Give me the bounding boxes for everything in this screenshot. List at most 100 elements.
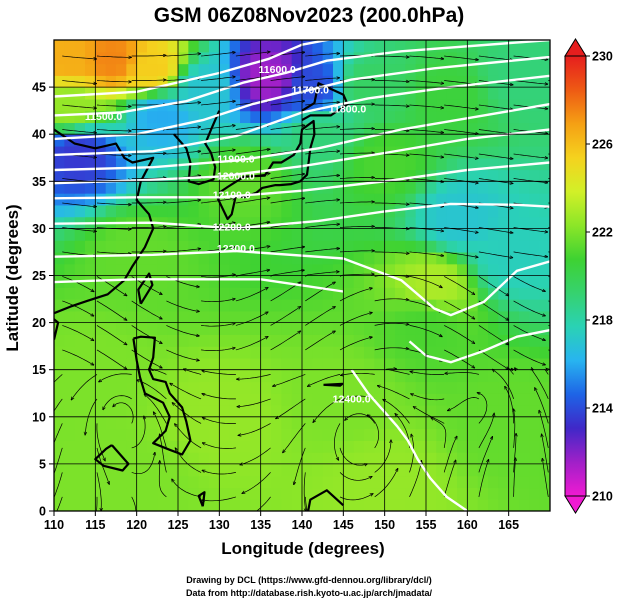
- field-cell: [457, 75, 468, 88]
- field-cell: [188, 287, 200, 300]
- field-cell: [240, 63, 251, 76]
- field-cell: [498, 499, 510, 511]
- field-cell: [477, 310, 489, 324]
- field-cell: [415, 334, 427, 347]
- field-cell: [240, 204, 251, 218]
- field-cell: [250, 334, 262, 347]
- field-cell: [353, 357, 365, 371]
- field-cell: [219, 240, 231, 253]
- field-cell: [219, 416, 231, 430]
- field-cell: [446, 322, 458, 335]
- field-cell: [157, 452, 169, 465]
- field-cell: [302, 181, 313, 194]
- field-cell: [95, 181, 107, 194]
- streamline: [305, 175, 339, 179]
- field-cell: [167, 40, 179, 53]
- field-cell: [364, 63, 375, 76]
- field-cell: [477, 475, 489, 489]
- field-cell: [343, 122, 355, 135]
- field-cell: [250, 110, 262, 124]
- field-cell: [312, 63, 324, 76]
- field-cell: [250, 204, 262, 218]
- field-cell: [260, 322, 272, 335]
- field-cell: [353, 145, 365, 159]
- field-cell: [426, 287, 437, 300]
- field-cell: [529, 228, 541, 241]
- field-cell: [395, 228, 406, 241]
- field-cell: [446, 122, 458, 135]
- x-tick-label: 160: [457, 518, 478, 532]
- field-cell: [116, 416, 127, 430]
- field-cell: [519, 299, 530, 312]
- streamline: [113, 402, 134, 424]
- field-cell: [178, 346, 189, 359]
- field-cell: [188, 87, 200, 100]
- field-cell: [405, 157, 417, 171]
- field-cell: [271, 51, 282, 65]
- streamline: [237, 374, 271, 379]
- field-cell: [126, 475, 138, 489]
- streamline: [444, 104, 478, 109]
- field-cell: [291, 169, 303, 182]
- field-cell: [436, 369, 448, 383]
- field-cell: [260, 428, 272, 441]
- field-cell: [126, 193, 138, 206]
- field-cell: [519, 110, 530, 124]
- field-cell: [312, 428, 324, 441]
- field-cell: [209, 75, 220, 88]
- field-cell: [167, 251, 179, 265]
- field-cell: [333, 381, 344, 394]
- field-cell: [436, 98, 448, 112]
- field-cell: [271, 416, 282, 430]
- contour-label: 11600.0: [259, 64, 297, 76]
- field-cell: [136, 51, 148, 65]
- field-cell: [105, 475, 117, 489]
- field-cell: [322, 346, 334, 359]
- field-cell: [415, 181, 427, 194]
- field-cell: [281, 475, 293, 489]
- field-cell: [529, 369, 541, 383]
- field-cell: [539, 193, 550, 206]
- field-cell: [477, 122, 489, 135]
- field-cell: [240, 428, 251, 441]
- field-cell: [147, 204, 158, 218]
- field-cell: [467, 169, 479, 182]
- field-cell: [136, 204, 148, 218]
- field-cell: [198, 169, 210, 182]
- streamline: [201, 348, 235, 351]
- field-cell: [281, 428, 293, 441]
- field-cell: [95, 334, 107, 347]
- field-cell: [105, 487, 117, 500]
- field-cell: [198, 369, 210, 383]
- field-cell: [209, 63, 220, 76]
- field-cell: [312, 299, 324, 312]
- field-cell: [209, 98, 220, 112]
- field-cell: [136, 369, 148, 383]
- field-cell: [157, 499, 169, 511]
- field-cell: [85, 287, 96, 300]
- field-cell: [291, 240, 303, 253]
- field-cell: [477, 405, 489, 418]
- field-cell: [405, 228, 417, 241]
- field-cell: [188, 75, 200, 88]
- field-cell: [374, 369, 386, 383]
- height-contour: [54, 249, 550, 317]
- height-contour: [54, 102, 550, 172]
- field-cell: [302, 405, 313, 418]
- field-cell: [74, 204, 86, 218]
- field-cell: [209, 181, 220, 194]
- field-cell: [74, 499, 86, 511]
- field-cell: [74, 357, 86, 371]
- field-cell: [457, 240, 468, 253]
- field-cell: [374, 346, 386, 359]
- field-cell: [333, 428, 344, 441]
- field-cell: [395, 299, 406, 312]
- field-cell: [322, 240, 334, 253]
- streamline: [444, 276, 475, 294]
- field-cell: [250, 357, 262, 371]
- field-cell: [240, 299, 251, 312]
- field-cell: [74, 145, 86, 159]
- field-cell: [178, 416, 189, 430]
- field-cell: [178, 452, 189, 465]
- field-cell: [188, 499, 200, 511]
